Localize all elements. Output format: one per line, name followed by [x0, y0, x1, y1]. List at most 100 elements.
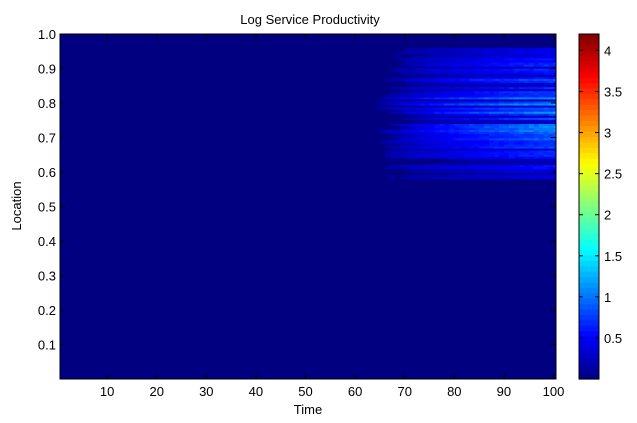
heatmap-cell: [469, 174, 475, 178]
heatmap-cell: [538, 58, 544, 61]
heatmap-cell: [424, 58, 430, 61]
heatmap-cell: [424, 78, 430, 81]
heatmap-cell: [419, 121, 425, 124]
heatmap-cell: [508, 96, 515, 100]
heatmap-cell: [543, 146, 549, 149]
heatmap-cell: [518, 164, 525, 168]
heatmap-cell: [494, 125, 500, 129]
heatmap-cell: [513, 152, 520, 155]
heatmap-cell: [494, 74, 500, 77]
heatmap-cell: [434, 156, 440, 159]
heatmap-cell: [404, 156, 411, 159]
heatmap-cell: [518, 117, 525, 120]
heatmap-cell: [474, 101, 480, 104]
y-tick-label: 0.4: [38, 234, 56, 249]
heatmap-cell: [484, 166, 490, 170]
heatmap-cell: [553, 144, 557, 147]
heatmap-cell: [498, 174, 505, 178]
heatmap-cell: [469, 117, 475, 120]
heatmap-cell: [464, 88, 470, 92]
heatmap-cell: [424, 49, 430, 53]
heatmap-cell: [494, 127, 500, 131]
heatmap-cell: [528, 146, 535, 149]
heatmap-cell: [508, 135, 515, 139]
heatmap-cell: [414, 156, 420, 159]
heatmap-cell: [523, 90, 530, 94]
heatmap-cell: [533, 94, 540, 98]
heatmap-cell: [498, 76, 505, 79]
heatmap-cell: [498, 66, 505, 69]
heatmap-cell: [464, 94, 470, 98]
heatmap-cell: [548, 96, 554, 100]
heatmap-cell: [498, 144, 505, 147]
heatmap-cell: [404, 94, 411, 98]
heatmap-cell: [439, 176, 445, 180]
heatmap-cell: [479, 139, 485, 143]
heatmap-cell: [484, 162, 490, 165]
heatmap-cell: [548, 92, 554, 96]
heatmap-cell: [553, 62, 557, 65]
heatmap-cell: [513, 176, 520, 180]
heatmap-cell: [513, 113, 520, 116]
heatmap-cell: [464, 162, 470, 165]
heatmap-cell: [503, 62, 510, 65]
heatmap-cell: [513, 121, 520, 124]
heatmap-cell: [434, 131, 440, 135]
heatmap-cell: [498, 53, 505, 57]
heatmap-cell: [548, 72, 554, 75]
heatmap-cell: [444, 92, 450, 96]
heatmap-cell: [414, 129, 420, 133]
heatmap-cell: [439, 88, 445, 92]
heatmap-cell: [454, 58, 460, 61]
heatmap-cell: [508, 107, 515, 110]
heatmap-cell: [533, 144, 540, 147]
heatmap-cell: [508, 158, 515, 161]
heatmap-cell: [503, 90, 510, 94]
heatmap-cell: [429, 68, 435, 71]
heatmap-cell: [513, 70, 520, 73]
heatmap-cell: [459, 64, 465, 67]
heatmap-cell: [449, 101, 455, 104]
heatmap-cell: [474, 154, 480, 157]
heatmap-cell: [518, 162, 525, 165]
heatmap-cell: [379, 96, 386, 100]
heatmap-cell: [449, 58, 455, 61]
heatmap-cell: [414, 107, 420, 110]
heatmap-cell: [479, 152, 485, 155]
heatmap-cell: [449, 154, 455, 157]
heatmap-cell: [523, 148, 530, 151]
heatmap-cell: [399, 129, 406, 133]
heatmap-cell: [508, 92, 515, 96]
heatmap-cell: [424, 109, 430, 112]
heatmap-cell: [489, 90, 495, 94]
heatmap-cell: [484, 51, 490, 55]
heatmap-cell: [479, 107, 485, 110]
heatmap-cell: [424, 164, 430, 168]
heatmap-cell: [474, 174, 480, 178]
heatmap-cell: [543, 162, 549, 165]
heatmap-cell: [469, 176, 475, 180]
heatmap-cell: [533, 174, 540, 178]
heatmap-cell: [484, 168, 490, 172]
heatmap-cell: [469, 64, 475, 67]
heatmap-cell: [439, 139, 445, 143]
heatmap-cell: [469, 90, 475, 94]
heatmap-cell: [434, 60, 440, 63]
heatmap-cell: [434, 133, 440, 137]
heatmap-cell: [419, 47, 425, 51]
heatmap-cell: [459, 146, 465, 149]
heatmap-cell: [459, 47, 465, 51]
heatmap-cell: [394, 86, 401, 90]
heatmap-cell: [533, 160, 540, 163]
heatmap-cell: [503, 94, 510, 98]
heatmap-cell: [474, 53, 480, 57]
heatmap-cell: [533, 72, 540, 75]
heatmap-cell: [454, 94, 460, 98]
heatmap-cell: [424, 115, 430, 118]
heatmap-cell: [538, 111, 544, 114]
heatmap-cell: [548, 62, 554, 65]
heatmap-cell: [469, 80, 475, 84]
heatmap-cell: [384, 156, 391, 159]
heatmap-cell: [469, 96, 475, 100]
heatmap-cell: [454, 123, 460, 127]
